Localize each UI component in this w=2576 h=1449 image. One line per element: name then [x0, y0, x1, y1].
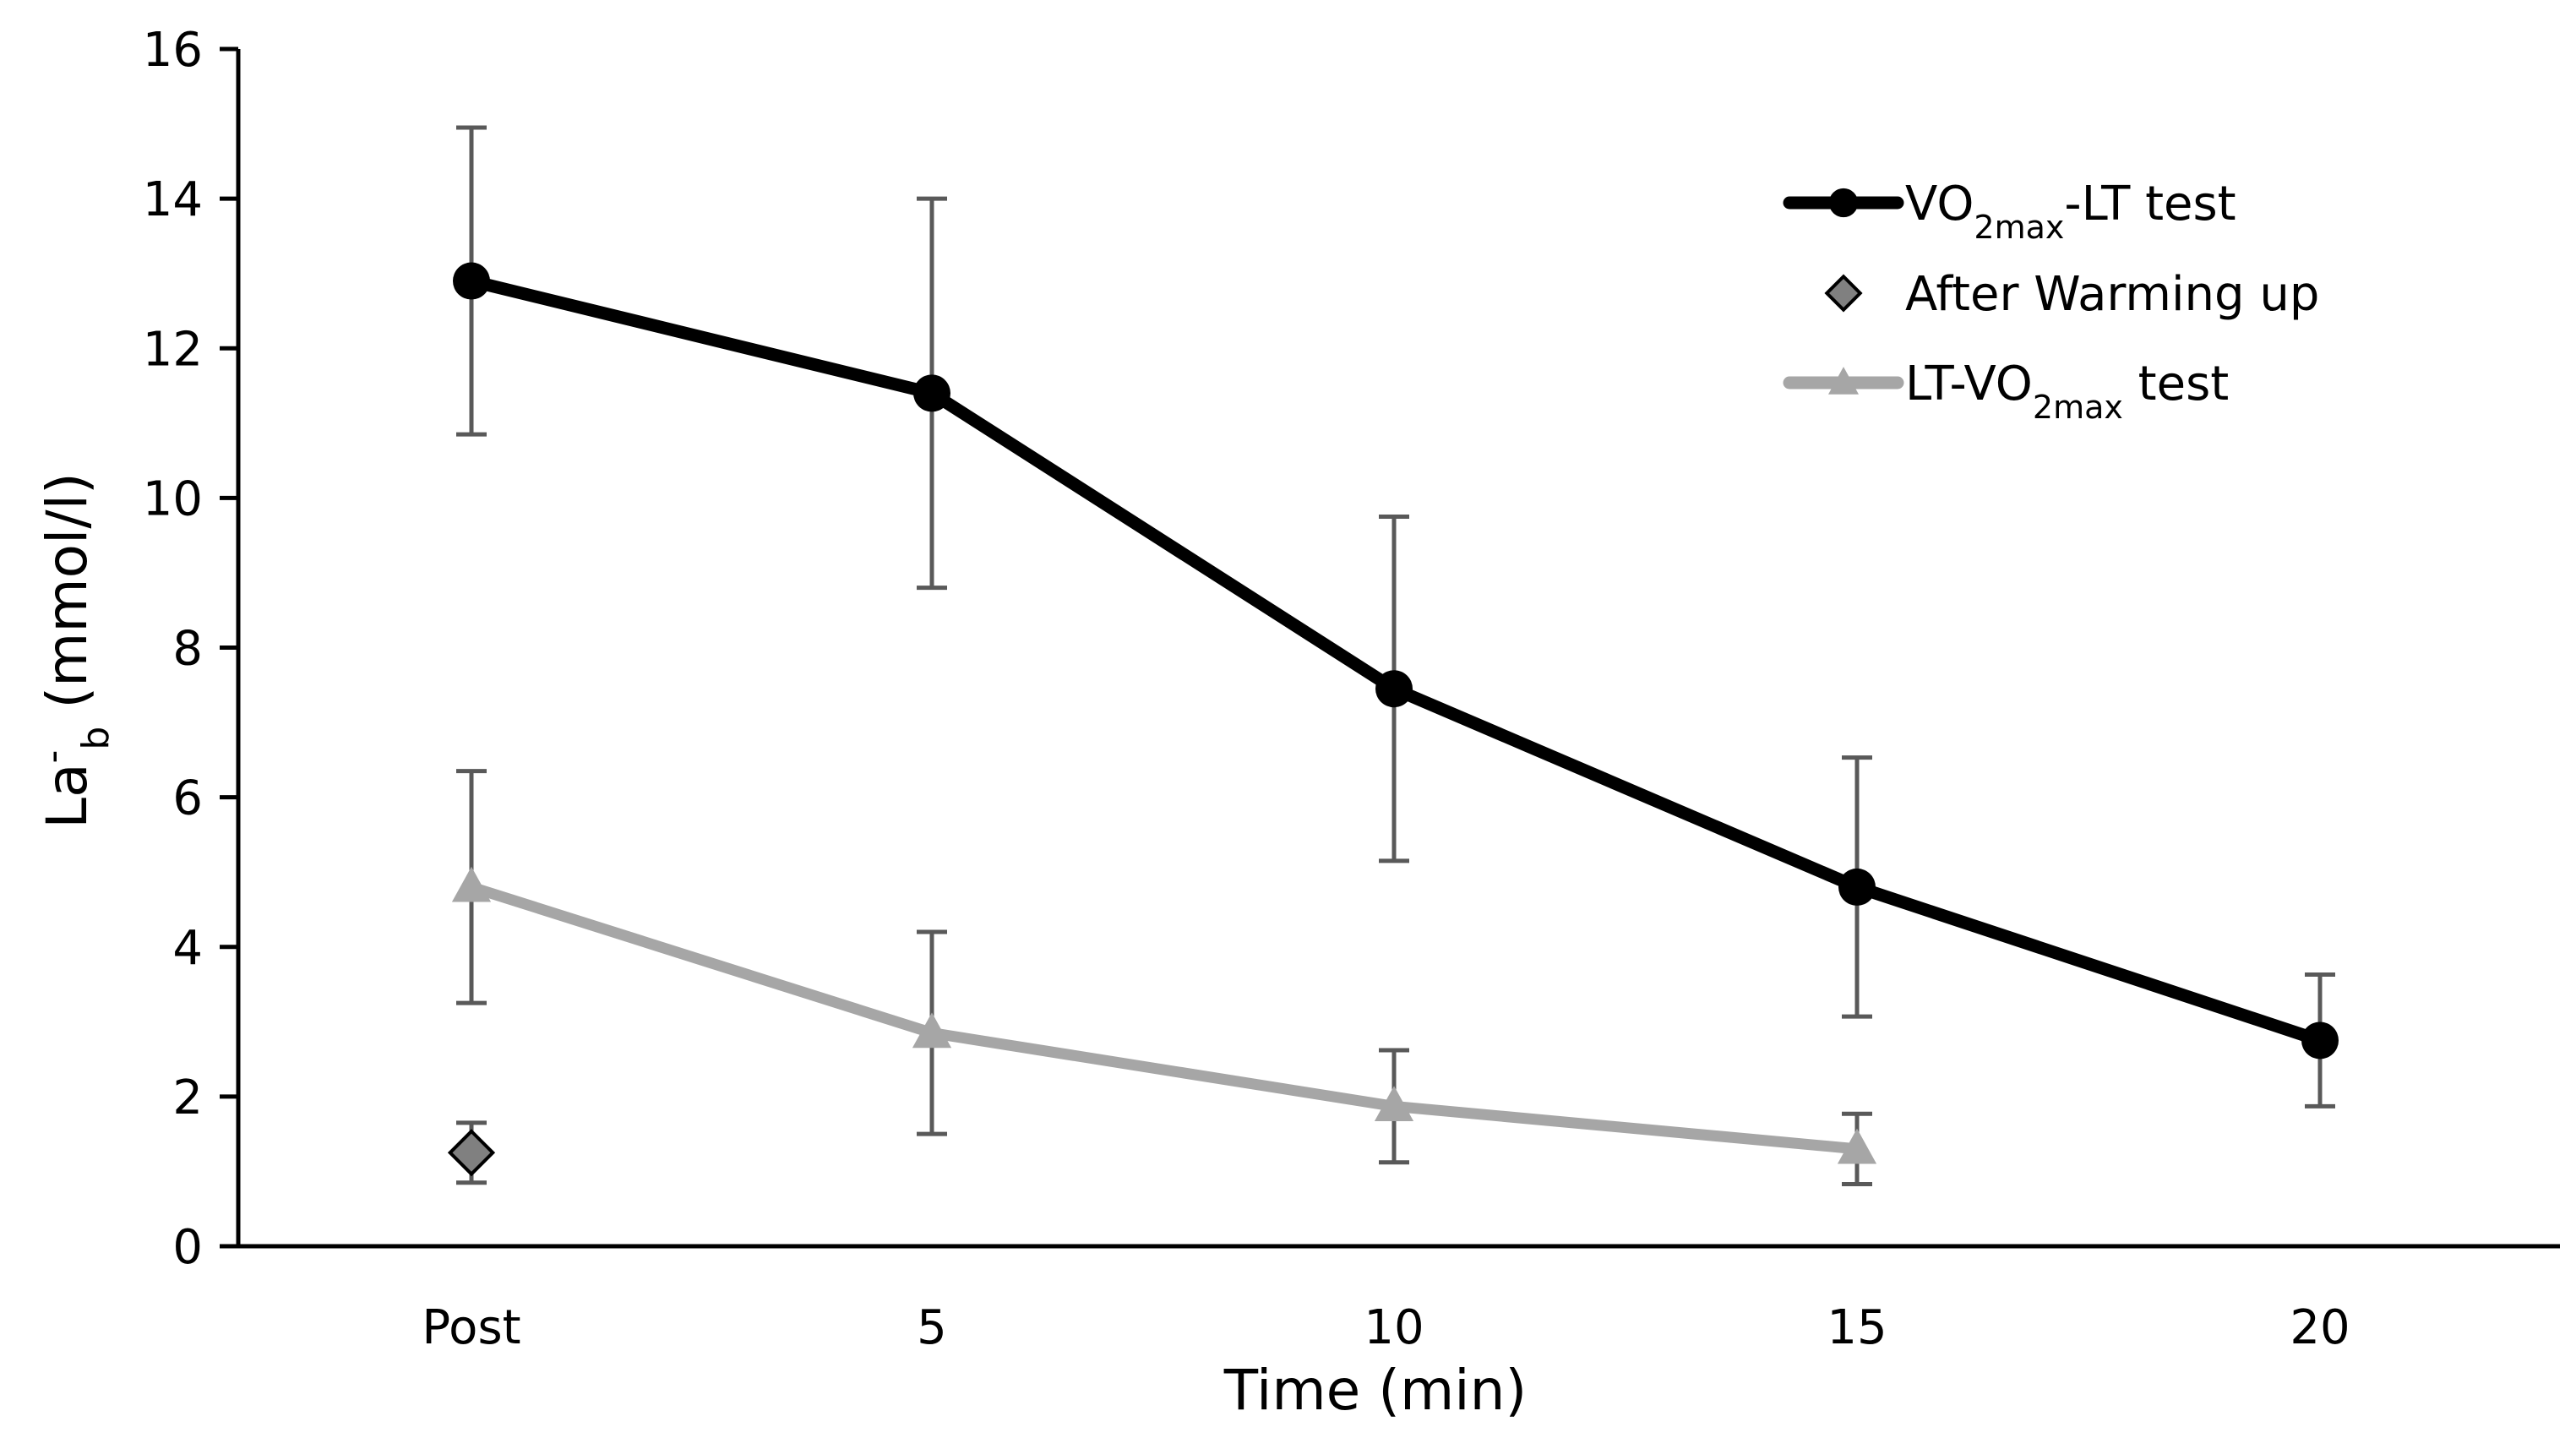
legend-label-sub: 2max [2033, 389, 2123, 426]
x-axis-title: Time (min) [1223, 1358, 1527, 1423]
data-point-triangle [1837, 1128, 1877, 1164]
series-line-2 [470, 881, 1858, 1155]
x-tick-label: 20 [2290, 1300, 2350, 1355]
y-tick-label: 8 [172, 622, 203, 677]
y-tick-label: 12 [143, 322, 203, 377]
y-axis-title-sup: - [31, 750, 74, 764]
y-tick-label: 14 [143, 172, 203, 227]
legend-label-main: VO [1905, 177, 1974, 232]
x-tick-label: Post [422, 1300, 520, 1355]
legend-item: LT-VO2max test [1783, 357, 2229, 426]
y-tick-label: 2 [172, 1070, 203, 1125]
x-tick-label: 10 [1364, 1300, 1424, 1355]
data-point-circle [453, 262, 490, 300]
data-point-circle [1838, 868, 1876, 906]
legend-label-main: LT-VO [1905, 357, 2033, 411]
data-point-triangle [1374, 1086, 1414, 1121]
data-point-diamond [1824, 274, 1863, 313]
data-markers [447, 262, 2339, 1177]
y-tick-label: 0 [172, 1220, 203, 1275]
legend-label: After Warming up [1905, 267, 2319, 322]
y-axis-title-units: (mmol/l) [35, 472, 100, 726]
x-tick-label: 5 [917, 1300, 947, 1355]
axes: 0 2 4 6 8 10 12 14 16 Post 5 10 15 20 [143, 23, 2560, 1355]
y-tick-label: 10 [143, 471, 203, 526]
legend-label-main: After Warming up [1905, 267, 2319, 322]
y-tick-label: 4 [172, 921, 203, 976]
legend-label-suffix: test [2123, 357, 2229, 411]
legend-item: VO2max-LT test [1783, 177, 2236, 246]
legend-label-suffix: -LT test [2064, 177, 2236, 232]
data-point-circle [2301, 1021, 2339, 1060]
legend-label-sub: 2max [1974, 209, 2064, 246]
y-axis-title: La-b (mmol/l) [31, 472, 117, 828]
x-tick-label: 15 [1827, 1300, 1887, 1355]
y-tick-label: 6 [172, 771, 203, 826]
data-point-triangle [912, 1012, 952, 1049]
y-axis-title-sub: b [74, 727, 117, 750]
legend-label: VO2max-LT test [1905, 177, 2236, 246]
data-point-circle [913, 374, 950, 412]
y-tick-label: 16 [143, 23, 203, 78]
data-point-triangle [1827, 367, 1860, 395]
data-point-triangle [451, 866, 492, 902]
data-point-circle [1828, 188, 1859, 218]
legend-item: After Warming up [1824, 267, 2319, 322]
y-axis-title-main: La [35, 763, 100, 828]
data-point-diamond [447, 1129, 496, 1177]
data-point-circle [1375, 670, 1413, 708]
legend-label: LT-VO2max test [1905, 357, 2229, 426]
